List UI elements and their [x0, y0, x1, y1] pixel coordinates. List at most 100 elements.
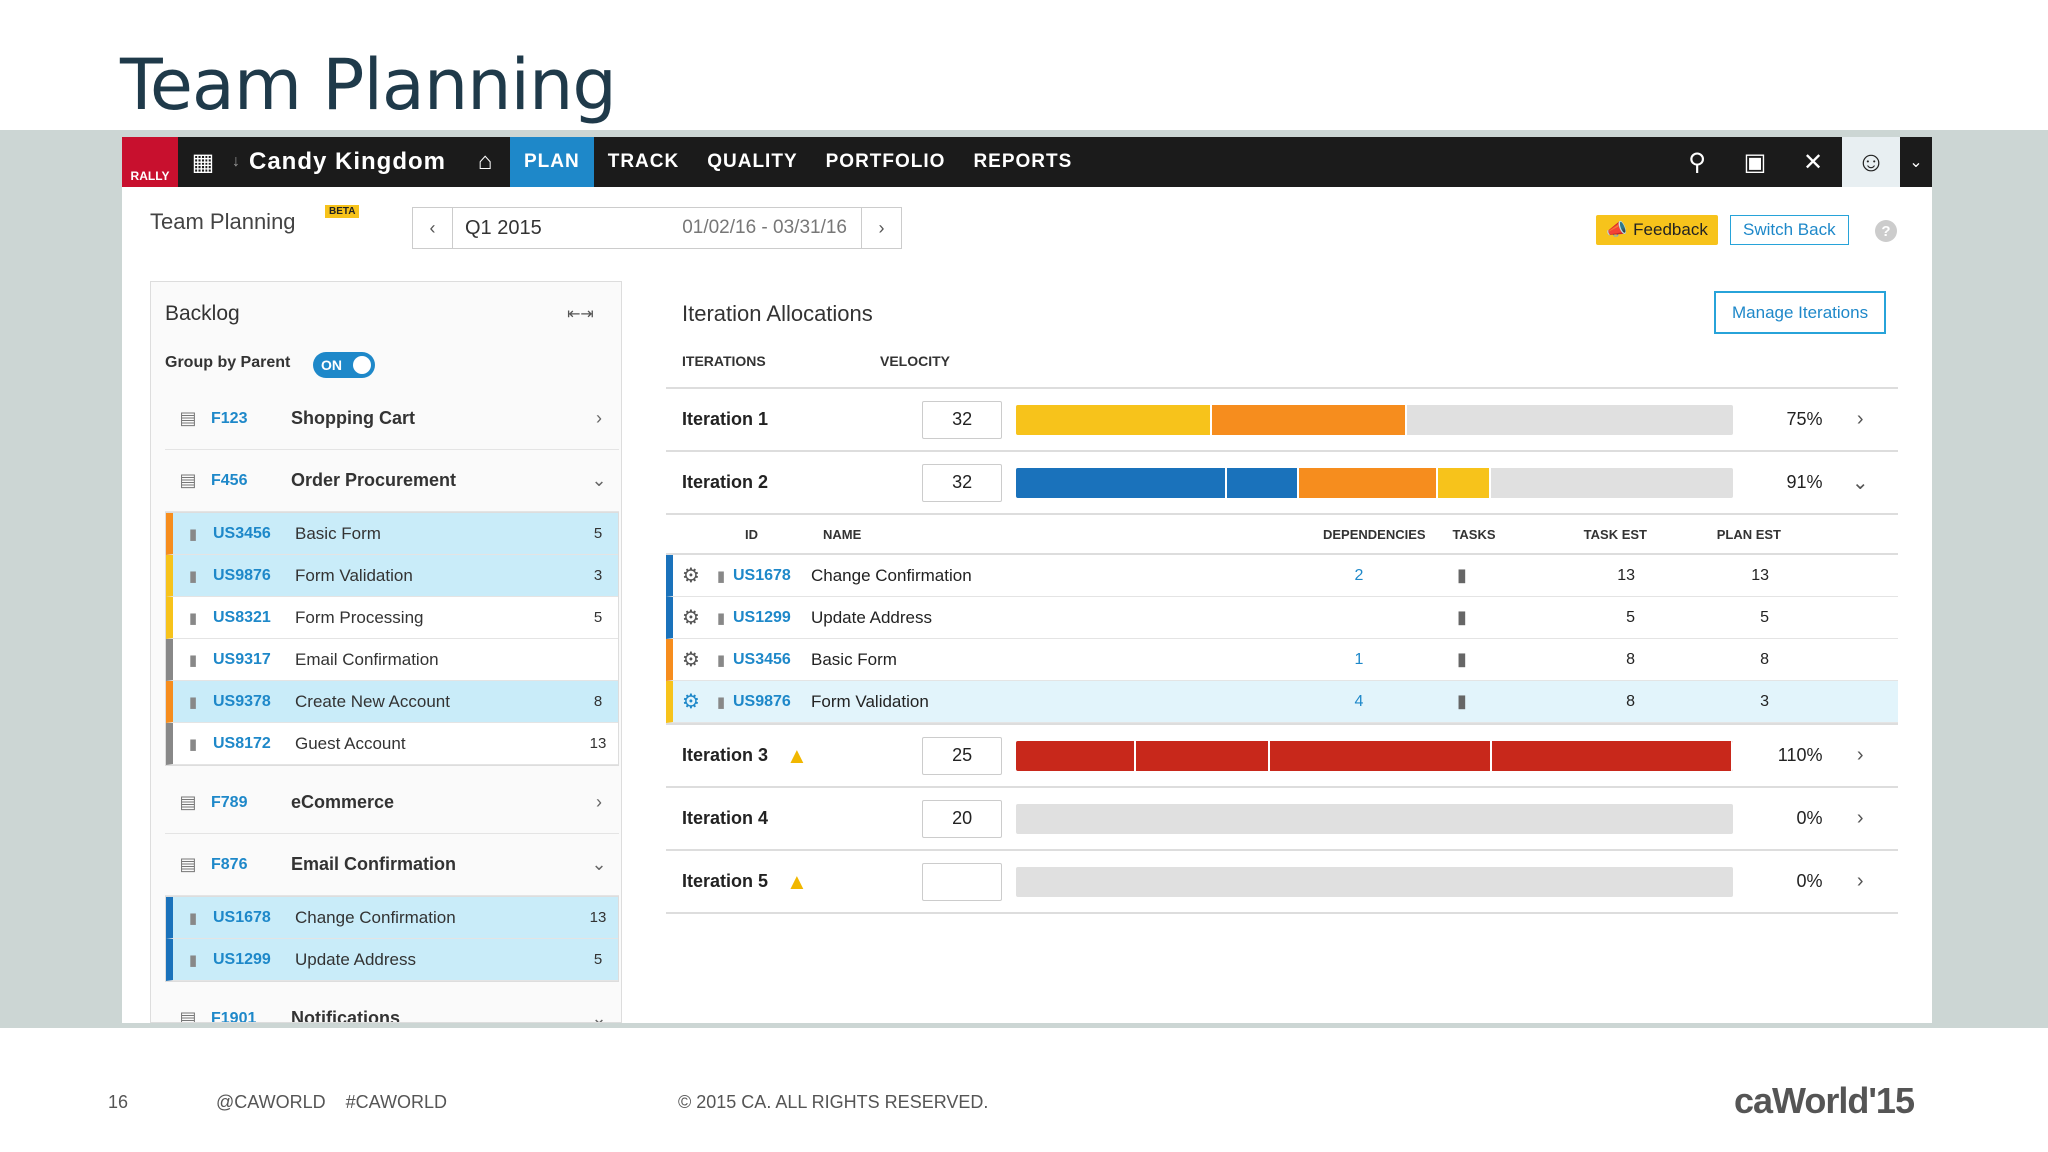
- gear-icon[interactable]: ⚙: [682, 649, 700, 671]
- story-id[interactable]: US8172: [213, 734, 271, 752]
- velocity-input[interactable]: 25: [922, 736, 1002, 775]
- allocation-segment[interactable]: [1437, 467, 1492, 498]
- allocation-segment[interactable]: [1227, 467, 1300, 498]
- iteration-row[interactable]: Iteration 5 ▲ 0% ›: [666, 851, 1898, 914]
- story-id[interactable]: US1678: [213, 908, 271, 926]
- switch-back-button[interactable]: Switch Back: [1730, 215, 1849, 245]
- velocity-input[interactable]: [922, 862, 1002, 901]
- allocation-segment[interactable]: [1269, 740, 1493, 771]
- chevron-right-icon[interactable]: ›: [596, 408, 602, 428]
- home-icon[interactable]: ⌂: [477, 148, 493, 175]
- iteration-row[interactable]: Iteration 3 ▲ 25 110% ›: [666, 725, 1898, 788]
- story-row[interactable]: ▮ US9378 Create New Account 8: [166, 681, 618, 723]
- tab-reports[interactable]: REPORTS: [973, 151, 1073, 172]
- story-id[interactable]: US1299: [213, 950, 271, 968]
- story-id[interactable]: US9378: [213, 692, 271, 710]
- story-id[interactable]: US9876: [733, 692, 791, 710]
- feature-row[interactable]: ▤ F789 eCommerce ›: [165, 772, 619, 834]
- gear-icon[interactable]: ⚙: [682, 565, 700, 587]
- allocation-segment[interactable]: [1015, 467, 1228, 498]
- detail-story-row[interactable]: ⚙ ▮ US3456 Basic Form 1 ▮ 8 8: [666, 639, 1898, 681]
- manage-iterations-button[interactable]: Manage Iterations: [1714, 291, 1887, 334]
- chevron-down-icon[interactable]: ⌄: [1851, 472, 1869, 494]
- chevron-down-icon[interactable]: ⌄: [591, 470, 607, 490]
- story-row[interactable]: ▮ US1678 Change Confirmation 13: [166, 897, 618, 939]
- timebox-selector[interactable]: ‹ Q1 2015 01/02/16 - 03/31/16 ›: [412, 207, 902, 249]
- feature-id[interactable]: F1901: [211, 1009, 257, 1023]
- tab-plan[interactable]: PLAN: [510, 137, 594, 187]
- story-row[interactable]: ▮ US9317 Email Confirmation: [166, 639, 618, 681]
- feature-row[interactable]: ▤ F123 Shopping Cart ›: [165, 388, 619, 450]
- tab-track[interactable]: TRACK: [607, 151, 680, 172]
- dependencies-count[interactable]: 2: [1354, 566, 1364, 584]
- iteration-name: Iteration 1: [666, 409, 922, 430]
- velocity-input[interactable]: 32: [922, 400, 1002, 439]
- story-id[interactable]: US3456: [213, 524, 271, 542]
- rally-logo[interactable]: RALLY: [122, 137, 178, 187]
- allocation-segment[interactable]: [1211, 404, 1408, 435]
- chevron-right-icon[interactable]: ›: [1856, 408, 1864, 430]
- group-by-parent-toggle[interactable]: ON: [313, 352, 375, 378]
- iteration-row[interactable]: Iteration 4 20 0% ›: [666, 788, 1898, 851]
- story-row[interactable]: ▮ US9876 Form Validation 3: [166, 555, 618, 597]
- clipboard-icon[interactable]: ▮: [1457, 607, 1467, 627]
- feature-id[interactable]: F456: [211, 471, 248, 489]
- chevron-right-icon[interactable]: ›: [1856, 807, 1864, 829]
- chevron-right-icon[interactable]: ›: [1856, 744, 1864, 766]
- chevron-down-icon[interactable]: ⌄: [591, 1008, 607, 1023]
- detail-story-row[interactable]: ⚙ ▮ US1299 Update Address ▮ 5 5: [666, 597, 1898, 639]
- story-id[interactable]: US1678: [733, 566, 791, 584]
- allocation-segment[interactable]: [1136, 740, 1270, 771]
- allocation-segment[interactable]: [1492, 740, 1734, 771]
- dependencies-count[interactable]: 4: [1354, 692, 1364, 710]
- dependencies-count[interactable]: 1: [1354, 650, 1364, 668]
- feature-id[interactable]: F789: [211, 793, 248, 811]
- story-row[interactable]: ▮ US8172 Guest Account 13: [166, 723, 618, 765]
- avatar[interactable]: ☺: [1842, 137, 1900, 187]
- velocity-input[interactable]: 20: [922, 799, 1002, 838]
- chevron-down-icon[interactable]: ⌄: [591, 854, 607, 874]
- chevron-right-icon[interactable]: ›: [596, 792, 602, 812]
- story-id[interactable]: US3456: [733, 650, 791, 668]
- tab-quality[interactable]: QUALITY: [707, 151, 798, 172]
- clipboard-icon[interactable]: ▮: [1457, 649, 1467, 669]
- briefcase-icon[interactable]: ▣: [1743, 148, 1767, 176]
- story-id[interactable]: US1299: [733, 608, 791, 626]
- story-id[interactable]: US9317: [213, 650, 271, 668]
- story-row[interactable]: ▮ US8321 Form Processing 5: [166, 597, 618, 639]
- clipboard-icon[interactable]: ▮: [1457, 691, 1467, 711]
- iteration-row[interactable]: Iteration 1 32 75% ›: [666, 389, 1898, 452]
- feedback-button[interactable]: 📣 Feedback: [1596, 215, 1718, 245]
- clipboard-icon[interactable]: ▮: [1457, 565, 1467, 585]
- help-icon[interactable]: ?: [1875, 220, 1897, 242]
- gear-icon[interactable]: ⚙: [682, 691, 700, 713]
- velocity-input[interactable]: 32: [922, 463, 1002, 502]
- story-row[interactable]: ▮ US3456 Basic Form 5: [166, 513, 618, 555]
- story-id[interactable]: US9876: [213, 566, 271, 584]
- chevron-left-icon[interactable]: ‹: [413, 208, 453, 248]
- tools-icon[interactable]: ✕: [1802, 148, 1824, 176]
- detail-story-row[interactable]: ⚙ ▮ US9876 Form Validation 4 ▮ 8 3: [666, 681, 1898, 723]
- search-icon[interactable]: ⚲: [1688, 148, 1706, 176]
- tab-portfolio[interactable]: PORTFOLIO: [825, 151, 946, 172]
- story-id[interactable]: US8321: [213, 608, 271, 626]
- feature-id[interactable]: F876: [211, 855, 248, 873]
- feature-id[interactable]: F123: [211, 409, 248, 427]
- allocation-segment[interactable]: [1015, 740, 1137, 771]
- detail-story-row[interactable]: ⚙ ▮ US1678 Change Confirmation 2 ▮ 13 13: [666, 555, 1898, 597]
- feature-row[interactable]: ▤ F1901 Notifications ⌄: [165, 988, 619, 1023]
- chevron-right-icon[interactable]: ›: [861, 208, 901, 248]
- expand-arrows-icon[interactable]: ⇤⇥: [567, 306, 594, 323]
- allocation-segment[interactable]: [1299, 467, 1438, 498]
- feature-row[interactable]: ▤ F876 Email Confirmation ⌄: [165, 834, 619, 896]
- workspace-selector[interactable]: ↓ Candy Kingdom: [228, 148, 460, 176]
- chevron-down-icon[interactable]: ⌄: [1909, 154, 1923, 171]
- story-row[interactable]: ▮ US1299 Update Address 5: [166, 939, 618, 981]
- chevron-right-icon[interactable]: ›: [1856, 870, 1864, 892]
- building-icon[interactable]: ▦: [191, 148, 215, 176]
- iteration-row[interactable]: Iteration 2 32 91% ⌄: [666, 452, 1898, 515]
- allocation-segment[interactable]: [1015, 404, 1212, 435]
- gear-icon[interactable]: ⚙: [682, 607, 700, 629]
- feature-row[interactable]: ▤ F456 Order Procurement ⌄: [165, 450, 619, 512]
- story-icon: ▮: [716, 609, 726, 627]
